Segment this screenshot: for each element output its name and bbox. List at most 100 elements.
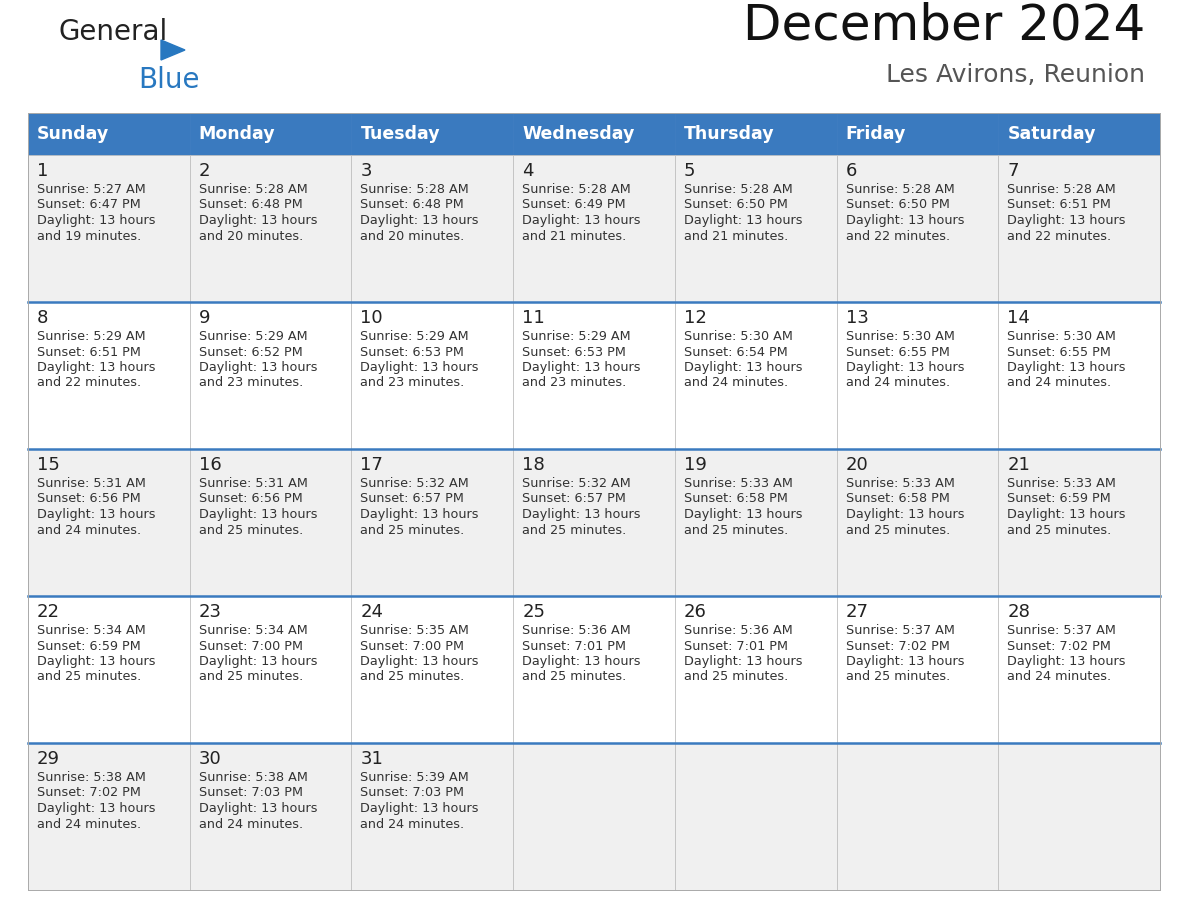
Text: Daylight: 13 hours: Daylight: 13 hours xyxy=(37,655,156,668)
Text: 20: 20 xyxy=(846,456,868,474)
Text: Daylight: 13 hours: Daylight: 13 hours xyxy=(684,655,802,668)
Bar xyxy=(190,155,352,302)
Text: Sunrise: 5:32 AM: Sunrise: 5:32 AM xyxy=(360,477,469,490)
Bar xyxy=(29,113,190,155)
Bar xyxy=(836,113,998,155)
Text: and 25 minutes.: and 25 minutes. xyxy=(684,670,788,684)
Text: 7: 7 xyxy=(1007,162,1019,180)
Text: Daylight: 13 hours: Daylight: 13 hours xyxy=(198,508,317,521)
Text: Daylight: 13 hours: Daylight: 13 hours xyxy=(360,361,479,374)
Text: Blue: Blue xyxy=(138,66,200,94)
Text: Sunset: 6:51 PM: Sunset: 6:51 PM xyxy=(37,345,141,359)
Text: 31: 31 xyxy=(360,750,384,768)
Text: Daylight: 13 hours: Daylight: 13 hours xyxy=(198,655,317,668)
Text: Sunset: 7:01 PM: Sunset: 7:01 PM xyxy=(523,640,626,653)
Text: 27: 27 xyxy=(846,603,868,621)
Text: Sunrise: 5:28 AM: Sunrise: 5:28 AM xyxy=(198,183,308,196)
Text: 5: 5 xyxy=(684,162,695,180)
Text: Sunrise: 5:37 AM: Sunrise: 5:37 AM xyxy=(846,624,954,637)
Text: 25: 25 xyxy=(523,603,545,621)
Text: Sunset: 7:02 PM: Sunset: 7:02 PM xyxy=(846,640,949,653)
Bar xyxy=(352,596,513,743)
Text: Sunset: 6:55 PM: Sunset: 6:55 PM xyxy=(846,345,949,359)
Text: Sunrise: 5:38 AM: Sunrise: 5:38 AM xyxy=(198,771,308,784)
Text: Daylight: 13 hours: Daylight: 13 hours xyxy=(1007,361,1126,374)
Text: and 21 minutes.: and 21 minutes. xyxy=(684,230,788,242)
Bar xyxy=(836,596,998,743)
Text: Daylight: 13 hours: Daylight: 13 hours xyxy=(684,361,802,374)
Text: Daylight: 13 hours: Daylight: 13 hours xyxy=(523,214,640,227)
Text: Sunrise: 5:28 AM: Sunrise: 5:28 AM xyxy=(360,183,469,196)
Text: 14: 14 xyxy=(1007,309,1030,327)
Text: Sunset: 7:02 PM: Sunset: 7:02 PM xyxy=(1007,640,1111,653)
Bar xyxy=(29,596,190,743)
Text: and 25 minutes.: and 25 minutes. xyxy=(1007,523,1112,536)
Text: Sunset: 6:56 PM: Sunset: 6:56 PM xyxy=(198,492,303,506)
Text: and 25 minutes.: and 25 minutes. xyxy=(360,523,465,536)
Text: and 20 minutes.: and 20 minutes. xyxy=(198,230,303,242)
Text: Sunrise: 5:29 AM: Sunrise: 5:29 AM xyxy=(523,330,631,343)
Text: Sunset: 6:57 PM: Sunset: 6:57 PM xyxy=(360,492,465,506)
Text: Sunrise: 5:32 AM: Sunrise: 5:32 AM xyxy=(523,477,631,490)
Bar xyxy=(836,302,998,449)
Text: Sunrise: 5:27 AM: Sunrise: 5:27 AM xyxy=(37,183,146,196)
Text: and 22 minutes.: and 22 minutes. xyxy=(1007,230,1112,242)
Text: Sunset: 6:53 PM: Sunset: 6:53 PM xyxy=(360,345,465,359)
Text: 19: 19 xyxy=(684,456,707,474)
Text: Sunrise: 5:30 AM: Sunrise: 5:30 AM xyxy=(846,330,954,343)
Bar xyxy=(675,449,836,596)
Bar xyxy=(190,596,352,743)
Text: Sunrise: 5:31 AM: Sunrise: 5:31 AM xyxy=(37,477,146,490)
Bar xyxy=(513,449,675,596)
Text: and 25 minutes.: and 25 minutes. xyxy=(523,670,626,684)
Text: 6: 6 xyxy=(846,162,857,180)
Text: Tuesday: Tuesday xyxy=(360,125,440,143)
Bar xyxy=(190,302,352,449)
Text: Sunrise: 5:28 AM: Sunrise: 5:28 AM xyxy=(846,183,954,196)
Text: and 24 minutes.: and 24 minutes. xyxy=(198,818,303,831)
Bar xyxy=(998,596,1159,743)
Text: 23: 23 xyxy=(198,603,222,621)
Text: and 24 minutes.: and 24 minutes. xyxy=(684,376,788,389)
Bar xyxy=(998,155,1159,302)
Text: and 20 minutes.: and 20 minutes. xyxy=(360,230,465,242)
Text: Sunset: 6:59 PM: Sunset: 6:59 PM xyxy=(37,640,140,653)
Text: Monday: Monday xyxy=(198,125,276,143)
Text: Sunset: 6:51 PM: Sunset: 6:51 PM xyxy=(1007,198,1111,211)
Text: Sunset: 6:48 PM: Sunset: 6:48 PM xyxy=(198,198,303,211)
Text: Sunrise: 5:29 AM: Sunrise: 5:29 AM xyxy=(360,330,469,343)
Bar xyxy=(29,743,190,890)
Text: 11: 11 xyxy=(523,309,545,327)
Text: 8: 8 xyxy=(37,309,49,327)
Text: and 22 minutes.: and 22 minutes. xyxy=(846,230,949,242)
Text: Sunset: 6:56 PM: Sunset: 6:56 PM xyxy=(37,492,140,506)
Text: Sunset: 6:54 PM: Sunset: 6:54 PM xyxy=(684,345,788,359)
Bar xyxy=(836,155,998,302)
Text: Sunrise: 5:38 AM: Sunrise: 5:38 AM xyxy=(37,771,146,784)
Text: Daylight: 13 hours: Daylight: 13 hours xyxy=(37,214,156,227)
Text: Sunrise: 5:37 AM: Sunrise: 5:37 AM xyxy=(1007,624,1117,637)
Text: Daylight: 13 hours: Daylight: 13 hours xyxy=(1007,655,1126,668)
Text: Daylight: 13 hours: Daylight: 13 hours xyxy=(846,361,965,374)
Text: Friday: Friday xyxy=(846,125,906,143)
Text: and 25 minutes.: and 25 minutes. xyxy=(523,523,626,536)
Text: and 23 minutes.: and 23 minutes. xyxy=(523,376,626,389)
Text: 17: 17 xyxy=(360,456,384,474)
Bar xyxy=(190,449,352,596)
Text: Sunset: 6:52 PM: Sunset: 6:52 PM xyxy=(198,345,303,359)
Text: December 2024: December 2024 xyxy=(742,2,1145,50)
Text: Les Avirons, Reunion: Les Avirons, Reunion xyxy=(886,63,1145,87)
Text: Daylight: 13 hours: Daylight: 13 hours xyxy=(37,802,156,815)
Bar xyxy=(675,113,836,155)
Text: 3: 3 xyxy=(360,162,372,180)
Text: Sunset: 6:55 PM: Sunset: 6:55 PM xyxy=(1007,345,1111,359)
Text: Thursday: Thursday xyxy=(684,125,775,143)
Text: General: General xyxy=(58,18,168,46)
Text: Sunset: 7:02 PM: Sunset: 7:02 PM xyxy=(37,787,141,800)
Text: Daylight: 13 hours: Daylight: 13 hours xyxy=(523,361,640,374)
Text: Daylight: 13 hours: Daylight: 13 hours xyxy=(523,655,640,668)
Text: Sunday: Sunday xyxy=(37,125,109,143)
Text: 30: 30 xyxy=(198,750,221,768)
Text: 22: 22 xyxy=(37,603,61,621)
Text: Daylight: 13 hours: Daylight: 13 hours xyxy=(846,508,965,521)
